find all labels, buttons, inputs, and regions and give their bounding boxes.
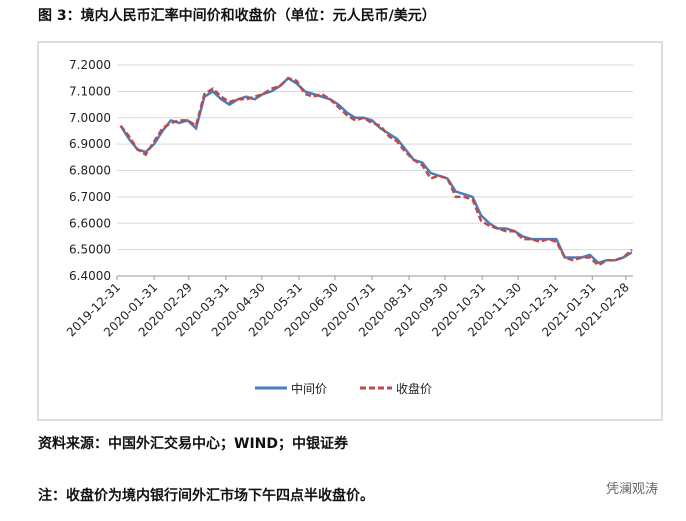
y-tick-label: 6.5000	[69, 243, 111, 257]
y-tick-label: 7.1000	[69, 84, 111, 98]
y-tick-label: 7.0000	[69, 111, 111, 125]
y-tick-label: 6.6000	[69, 216, 111, 230]
y-tick-label: 7.2000	[69, 58, 111, 72]
legend-label: 收盘价	[396, 381, 432, 396]
chart-title: 图 3：境内人民币汇率中间价和收盘价（单位：元人民币/美元）	[38, 7, 436, 24]
y-tick-label: 6.4000	[69, 269, 111, 283]
legend-label: 中间价	[291, 381, 327, 396]
note: 注：收盘价为境内银行间外汇市场下午四点半收盘价。	[38, 487, 374, 504]
y-tick-label: 6.9000	[69, 137, 111, 151]
y-tick-label: 6.7000	[69, 190, 111, 204]
chart-frame	[37, 41, 663, 421]
y-tick-label: 6.8000	[69, 164, 111, 178]
source: 资料来源：中国外汇交易中心；WIND；中银证券	[38, 435, 349, 452]
watermark: 凭澜观涛	[606, 481, 658, 497]
series-line	[119, 76, 633, 267]
